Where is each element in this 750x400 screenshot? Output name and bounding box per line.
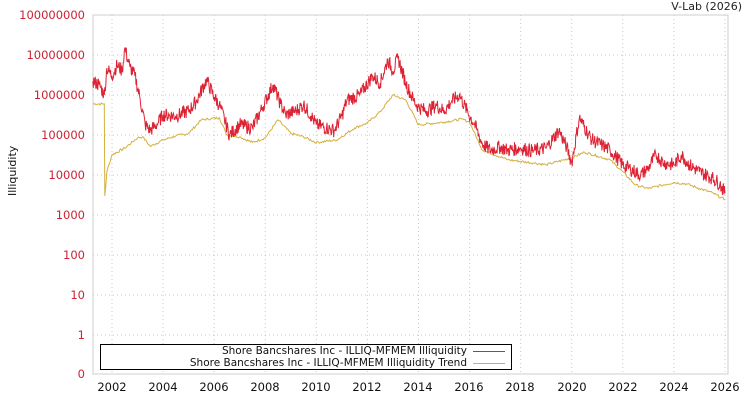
y-tick: 0 [77,367,85,381]
x-tick: 2020 [557,380,587,394]
y-tick: 10000000 [26,48,85,62]
x-tick: 2006 [199,380,229,394]
legend-item-illiquidity: Shore Bancshares Inc - ILLIQ-MFMEM Illiq… [222,345,505,357]
x-tick: 2004 [148,380,178,394]
legend-item-trend: Shore Bancshares Inc - ILLIQ-MFMEM Illiq… [190,357,505,369]
x-tick: 2008 [250,380,280,394]
y-tick: 100000 [41,128,85,142]
legend-line-swatch-icon [473,362,505,364]
y-tick: 100000000 [19,8,85,22]
y-tick: 10 [70,288,85,302]
chart-legend: Shore Bancshares Inc - ILLIQ-MFMEM Illiq… [100,344,512,370]
legend-line-swatch-icon [473,350,505,352]
trend-series-line [92,93,725,201]
x-tick: 2024 [659,380,689,394]
x-tick: 2016 [454,380,484,394]
illiquidity-series-line [92,47,726,196]
x-tick: 2012 [352,380,382,394]
x-tick: 2010 [301,380,331,394]
y-tick: 1000000 [33,88,85,102]
x-tick: 2022 [608,380,638,394]
x-tick: 2014 [403,380,433,394]
y-tick: 100 [63,248,85,262]
grid-lines [93,14,728,374]
y-tick: 1000 [55,208,85,222]
legend-label: Shore Bancshares Inc - ILLIQ-MFMEM Illiq… [221,345,467,357]
x-tick: 2018 [505,380,535,394]
y-tick: 10000 [48,168,85,182]
x-tick: 2026 [710,380,740,394]
x-tick: 2002 [97,380,127,394]
chart-credit: V-Lab (2026) [671,0,742,13]
y-tick: 1 [77,328,85,342]
plot-frame [92,14,729,375]
legend-label: Shore Bancshares Inc - ILLIQ-MFMEM Illiq… [189,357,467,369]
